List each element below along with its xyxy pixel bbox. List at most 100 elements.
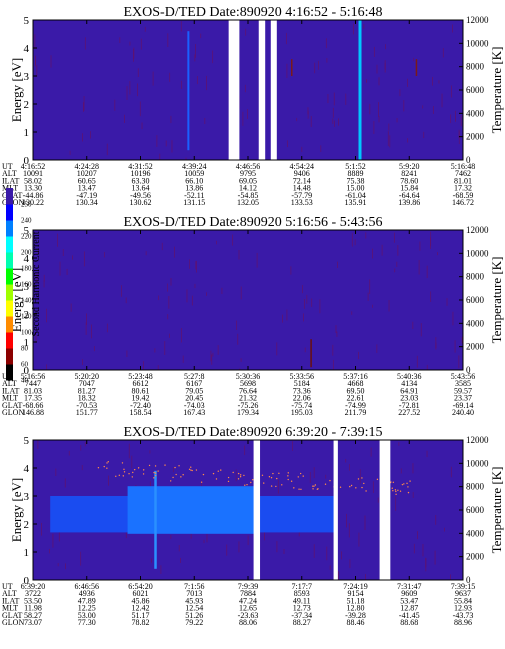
table-cell: -72.40 (130, 401, 151, 410)
y-tick-label: 0 (24, 575, 30, 587)
temperature-dot (237, 472, 240, 475)
temperature-dot (363, 482, 365, 485)
temperature-dot (403, 483, 405, 485)
table-cell: 5:9:20 (399, 162, 419, 171)
table-cell: 9406 (294, 169, 310, 178)
table-cell: 12.42 (132, 604, 150, 613)
row-label: MLT (2, 604, 18, 613)
temperature-dot (278, 472, 280, 475)
table-cell: 58.27 (24, 611, 42, 620)
table-cell: 76.64 (239, 386, 257, 395)
y-tick-label: 3 (24, 281, 30, 293)
table-cell: 12.65 (239, 604, 257, 613)
colorbar-segment (6, 252, 13, 269)
temperature-dot (313, 485, 315, 487)
table-cell: 88.46 (347, 618, 365, 627)
table-cell: 7047 (79, 379, 95, 388)
temperature-dot (349, 485, 351, 488)
temperature-dot (131, 476, 134, 478)
temperature-dot (339, 486, 342, 488)
temperature-dot (324, 483, 327, 485)
colorbar-tick-label: 160 (21, 281, 32, 289)
temperature-dot (314, 484, 317, 486)
y2-tick-label: 0 (466, 575, 471, 585)
temperature-dot (153, 471, 155, 474)
colorbar-segment (6, 220, 13, 237)
table-cell: 6:46:56 (75, 582, 99, 591)
temperature-dot (122, 475, 125, 477)
table-cell: 58.02 (24, 176, 42, 185)
y-tick-label: 0 (24, 365, 30, 377)
temperature-dot (121, 462, 124, 464)
temperature-dot (175, 473, 177, 476)
table-cell: 81.01 (454, 176, 472, 185)
y-axis-right: 0 2000 4000 6000 8000 10000 12000 Temperature [… (459, 15, 504, 165)
table-cell: 146.72 (452, 198, 474, 207)
table-cell: -57.79 (291, 191, 312, 200)
temperature-dot (106, 462, 108, 464)
table-cell: 5:40:36 (397, 372, 421, 381)
temperature-dot (142, 473, 145, 475)
temperature-dot (239, 475, 242, 478)
table-cell: 8593 (294, 589, 310, 598)
temperature-dot (329, 479, 331, 482)
table-cell: 80.61 (132, 386, 150, 395)
temperature-dot (97, 467, 100, 469)
table-cell: 7:9:39 (238, 582, 258, 591)
table-cell: 88.27 (293, 618, 311, 627)
colorbar-tick-label: 180 (21, 265, 32, 273)
orbit-table: UTALTILATMLTGLATGLON4:16:521009158.0213.… (2, 162, 475, 207)
temperature-dot (190, 469, 192, 471)
table-cell: 240.40 (452, 408, 474, 417)
chart-title: EXOS-D/TED Date:890920 6:39:20 - 7:39:15 (124, 425, 383, 440)
temperature-dot (287, 475, 289, 477)
table-cell: 19.42 (132, 394, 150, 403)
table-cell: -54.85 (238, 191, 259, 200)
y2-tick-label: 0 (466, 365, 471, 375)
table-cell: 17.32 (454, 184, 472, 193)
y2-tick-label: 12000 (466, 15, 489, 25)
table-cell: 78.60 (400, 176, 418, 185)
row-label: GLAT (2, 611, 23, 620)
data-gap (228, 20, 240, 160)
y-axis-left: 0 1 2 3 4 5 Energy [eV] (9, 435, 37, 587)
table-cell: 7:1:56 (184, 582, 204, 591)
table-cell: 81.27 (78, 386, 96, 395)
temperature-dot (200, 481, 203, 483)
row-label: ILAT (2, 176, 19, 185)
table-cell: 12.80 (347, 604, 365, 613)
table-cell: 53.47 (400, 596, 418, 605)
temperature-dot (106, 467, 108, 469)
colorbar-segment (6, 300, 13, 317)
table-cell: 5:30:36 (236, 372, 260, 381)
temperature-dot (312, 488, 314, 490)
table-cell: 4:31:52 (128, 162, 152, 171)
temperature-dot (227, 476, 230, 479)
y-axis-left: 0 1 2 3 4 5 Energy [eV] (9, 15, 37, 167)
table-cell: 22.06 (293, 394, 311, 403)
table-cell: 17.35 (24, 394, 42, 403)
table-cell: 9637 (455, 589, 471, 598)
row-label: GLON (2, 408, 24, 417)
table-cell: 66.10 (185, 176, 203, 185)
y-tick-label: 1 (24, 337, 30, 349)
table-cell: 5698 (240, 379, 256, 388)
table-cell: 4:46:56 (236, 162, 260, 171)
table-cell: 4936 (79, 589, 95, 598)
temperature-dot (392, 490, 394, 492)
temperature-dot (164, 464, 166, 466)
temperature-dot (123, 471, 126, 473)
temperature-dot (169, 480, 172, 482)
table-cell: 132.05 (237, 198, 259, 207)
row-label: UT (2, 582, 13, 591)
table-cell: 7:31:47 (397, 582, 421, 591)
temperature-dot (290, 480, 293, 482)
y-tick-label: 4 (24, 253, 30, 265)
colorbar-tick-label: 100 (21, 329, 32, 337)
chart-panel-2: EXOS-D/TED Date:890920 5:16:56 - 5:43:56… (2, 215, 504, 417)
colorbar: 406080100120140160180200220240250Second … (6, 188, 42, 385)
colorbar-segment (6, 332, 13, 349)
table-cell: 21.32 (239, 394, 257, 403)
